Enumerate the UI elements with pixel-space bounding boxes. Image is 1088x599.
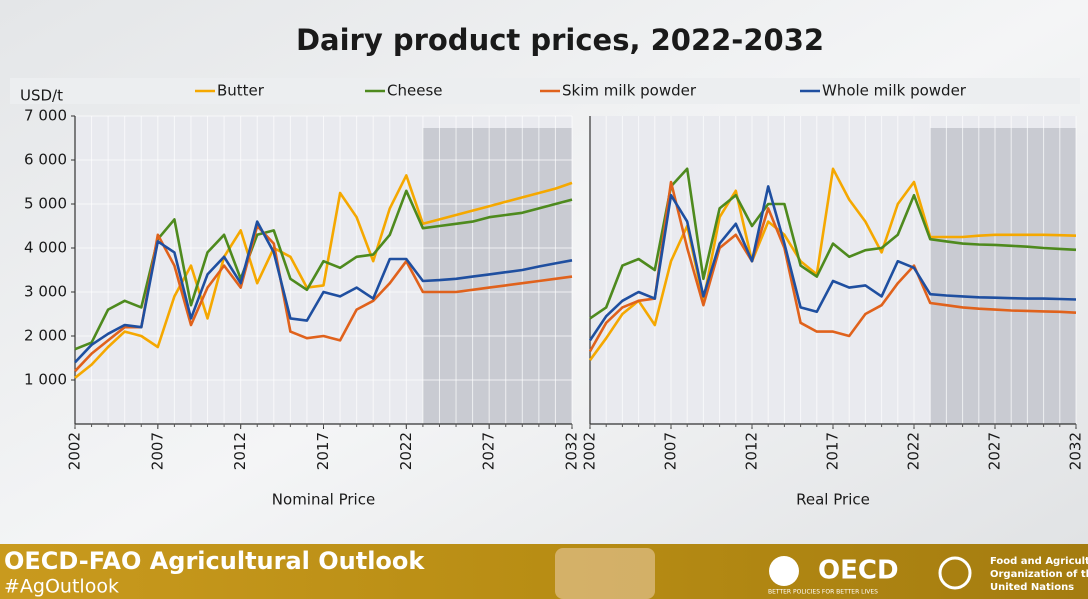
- title: Dairy product prices, 2022-2032: [296, 23, 824, 57]
- x-tick-label: 2012: [231, 432, 249, 470]
- legend-label: Cheese: [387, 82, 442, 100]
- fao-line: Food and Agriculture: [990, 556, 1088, 567]
- series-line: [588, 180, 1077, 353]
- x-tick-label: 2032: [1067, 432, 1085, 470]
- series-line: [74, 220, 573, 364]
- fao-line: United Nations: [990, 582, 1074, 593]
- x-axis-label: Nominal Price: [272, 491, 375, 509]
- series-line: [588, 185, 1077, 342]
- unit-label: USD/t: [20, 87, 63, 105]
- y-tick-label: 5 000: [24, 195, 67, 213]
- fao-logo: [938, 556, 972, 590]
- x-tick-label: 2017: [824, 432, 842, 470]
- banner-hashtag: #AgOutlook: [4, 576, 119, 598]
- y-tick-label: 7 000: [24, 107, 67, 125]
- legend-label: Butter: [217, 82, 265, 100]
- oecd-logo: [769, 556, 799, 586]
- series-line: [588, 167, 1077, 361]
- projection-shade: [422, 128, 572, 424]
- x-tick-label: 2007: [662, 432, 680, 470]
- banner-illustration: [555, 548, 655, 599]
- x-tick-label: 2002: [581, 432, 599, 470]
- legend-label: Skim milk powder: [562, 82, 697, 100]
- x-tick-label: 2022: [397, 432, 415, 470]
- projection-shade: [930, 128, 1076, 424]
- y-tick-label: 4 000: [24, 239, 67, 257]
- x-axis-label: Real Price: [796, 491, 870, 509]
- oecd-name: OECD: [818, 556, 899, 586]
- x-tick-label: 2022: [905, 432, 923, 470]
- x-tick-label: 2002: [66, 432, 84, 470]
- legend: Butter Cheese Skim milk powder Whole milk p…: [195, 82, 967, 100]
- banner: [0, 544, 1088, 599]
- x-tick-label: 2027: [480, 432, 498, 470]
- series-line: [74, 174, 573, 379]
- legend-label: Whole milk powder: [822, 82, 967, 100]
- x-tick-label: 2032: [563, 432, 581, 470]
- x-tick-label: 2012: [743, 432, 761, 470]
- series-line: [74, 224, 573, 373]
- y-tick-label: 3 000: [24, 283, 67, 301]
- x-tick-label: 2027: [986, 432, 1004, 470]
- y-tick-label: 1 000: [24, 371, 67, 389]
- x-tick-label: 2007: [148, 432, 166, 470]
- x-tick-label: 2017: [314, 432, 332, 470]
- y-tick-label: 6 000: [24, 151, 67, 169]
- oecd-motto: BETTER POLICIES FOR BETTER LIVES: [768, 589, 878, 596]
- fao-line: Organization of the: [990, 569, 1088, 580]
- y-tick-label: 2 000: [24, 327, 67, 345]
- banner-title: OECD-FAO Agricultural Outlook: [4, 547, 425, 575]
